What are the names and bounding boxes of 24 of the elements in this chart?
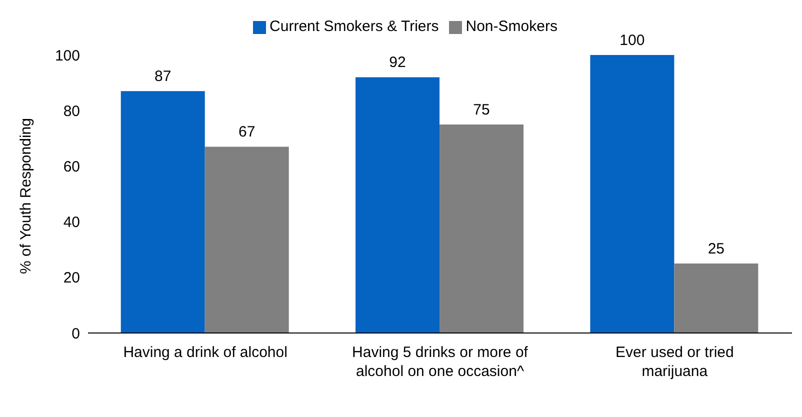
data-label: 25 — [708, 240, 725, 258]
y-tick-label: 100 — [54, 47, 80, 64]
y-tick-label: 80 — [63, 102, 80, 120]
y-tick-label: 0 — [72, 325, 80, 342]
x-tick-label: Having a drink of alcohol — [123, 344, 288, 361]
x-tick-label: Having 5 drinks or more of alcohol on one occasion^ — [352, 344, 529, 380]
bar — [590, 55, 674, 333]
legend-label: Non-Smokers — [466, 18, 558, 35]
bar — [356, 77, 440, 333]
bar — [204, 146, 289, 333]
legend-label: Current Smokers & Triers — [270, 18, 439, 35]
y-tick-label: 20 — [63, 270, 80, 287]
data-label: 67 — [238, 124, 256, 141]
y-tick-label: 60 — [63, 158, 80, 176]
y-axis-title: % of Youth Responding — [17, 118, 34, 274]
data-label: 92 — [389, 54, 406, 72]
bar — [120, 91, 205, 333]
data-label: 75 — [473, 102, 490, 118]
data-label: 87 — [154, 68, 172, 86]
bar — [674, 264, 758, 333]
bar — [440, 124, 524, 333]
y-tick-label: 40 — [63, 214, 80, 232]
data-label: 100 — [620, 32, 645, 49]
x-tick-label: Ever used or tried marijuana — [615, 344, 734, 380]
